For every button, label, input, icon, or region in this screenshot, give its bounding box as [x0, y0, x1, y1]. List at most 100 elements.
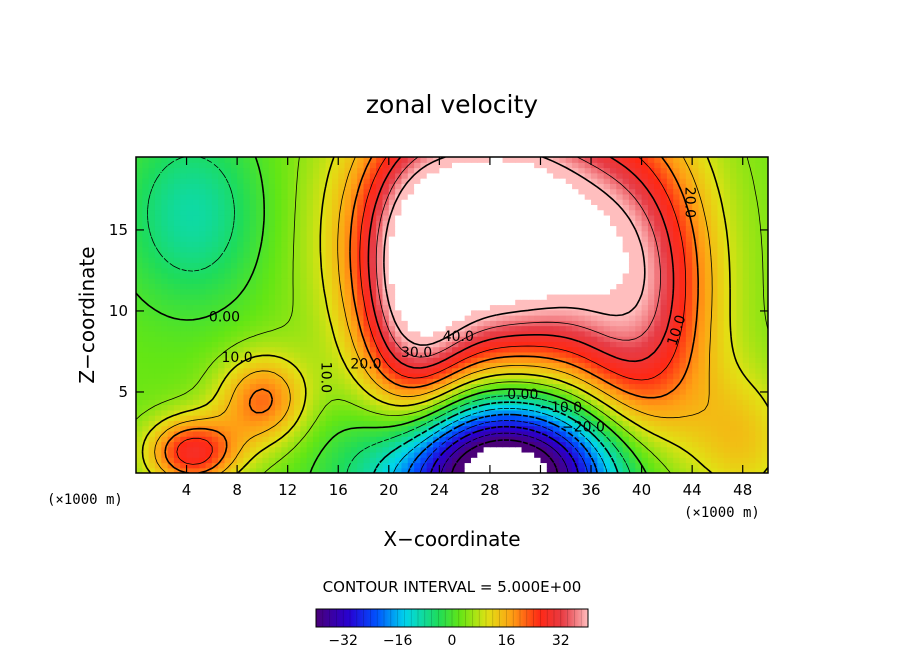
field-cell	[685, 288, 693, 295]
field-cell	[363, 415, 371, 421]
field-cell	[749, 362, 756, 369]
field-cell	[698, 293, 706, 300]
field-cell	[338, 304, 346, 311]
field-cell	[319, 330, 327, 337]
field-cell	[167, 241, 175, 248]
field-cell	[142, 236, 150, 242]
field-cell	[540, 214, 548, 221]
field-cell	[603, 241, 611, 248]
field-cell	[148, 415, 156, 421]
field-cell	[382, 246, 390, 253]
field-cell	[730, 330, 737, 337]
field-cell	[761, 267, 768, 274]
field-cell	[294, 225, 301, 232]
field-cell	[142, 415, 150, 421]
field-cell	[717, 241, 725, 248]
field-cell	[433, 362, 440, 369]
field-cell	[167, 451, 175, 458]
field-cell	[167, 257, 175, 263]
field-cell	[161, 251, 169, 258]
field-cell	[439, 272, 447, 279]
field-cell	[281, 214, 289, 221]
field-cell	[559, 251, 567, 258]
field-cell	[628, 415, 636, 421]
field-cell	[635, 467, 643, 473]
field-cell	[749, 304, 756, 311]
field-cell	[723, 388, 731, 395]
field-cell	[445, 346, 453, 353]
field-cell	[312, 309, 320, 316]
field-cell	[199, 288, 207, 295]
field-cell	[167, 230, 175, 237]
field-cell	[199, 304, 207, 311]
field-cell	[350, 351, 358, 358]
field-cell	[489, 420, 497, 427]
field-cell	[591, 336, 598, 342]
field-cell	[161, 214, 169, 221]
field-cell	[685, 315, 693, 321]
field-cell	[622, 293, 630, 300]
field-cell	[761, 441, 768, 448]
field-cell	[584, 272, 592, 279]
field-cell	[445, 220, 453, 227]
field-cell	[350, 262, 358, 269]
field-cell	[395, 430, 403, 437]
field-cell	[565, 404, 573, 411]
field-cell	[534, 330, 542, 337]
field-cell	[136, 267, 143, 274]
field-cell	[704, 409, 712, 416]
field-cell	[338, 415, 346, 421]
field-cell	[433, 225, 440, 232]
field-cell	[192, 404, 200, 411]
field-cell	[641, 304, 649, 311]
field-cell	[344, 467, 352, 473]
field-cell	[161, 383, 169, 390]
field-cell	[161, 457, 169, 464]
field-cell	[230, 351, 238, 358]
field-cell	[414, 362, 421, 369]
field-cell	[256, 214, 263, 221]
field-cell	[477, 309, 485, 316]
field-cell	[597, 257, 605, 263]
field-cell	[723, 378, 731, 385]
field-cell	[312, 430, 320, 437]
field-cell	[704, 336, 712, 342]
field-cell	[161, 399, 169, 406]
field-cell	[395, 341, 403, 348]
field-cell	[369, 236, 377, 242]
field-cell	[312, 225, 320, 232]
field-cell	[136, 257, 143, 263]
field-cell	[628, 462, 636, 469]
field-cell	[717, 462, 725, 469]
field-cell	[470, 225, 478, 232]
field-cell	[749, 351, 756, 358]
field-cell	[660, 230, 668, 237]
field-cell	[287, 394, 295, 400]
field-cell	[761, 214, 768, 221]
field-cell	[742, 251, 750, 258]
field-cell	[262, 462, 270, 469]
field-cell	[420, 278, 428, 284]
field-cell	[534, 214, 542, 221]
field-cell	[508, 409, 516, 416]
field-cell	[736, 399, 744, 406]
field-cell	[319, 409, 327, 416]
field-cell	[331, 457, 339, 464]
field-cell	[730, 462, 737, 469]
field-cell	[666, 357, 674, 363]
field-cell	[192, 251, 200, 258]
field-cell	[312, 341, 320, 348]
field-cell	[452, 383, 459, 390]
field-cell	[199, 225, 207, 232]
field-cell	[230, 299, 238, 306]
field-cell	[388, 372, 396, 379]
field-cell	[704, 451, 712, 458]
field-cell	[445, 351, 453, 358]
field-cell	[679, 325, 687, 332]
field-cell	[584, 446, 592, 453]
field-cell	[591, 299, 598, 306]
field-cell	[717, 214, 725, 221]
field-cell	[148, 441, 156, 448]
field-cell	[616, 315, 624, 321]
field-cell	[256, 320, 263, 327]
